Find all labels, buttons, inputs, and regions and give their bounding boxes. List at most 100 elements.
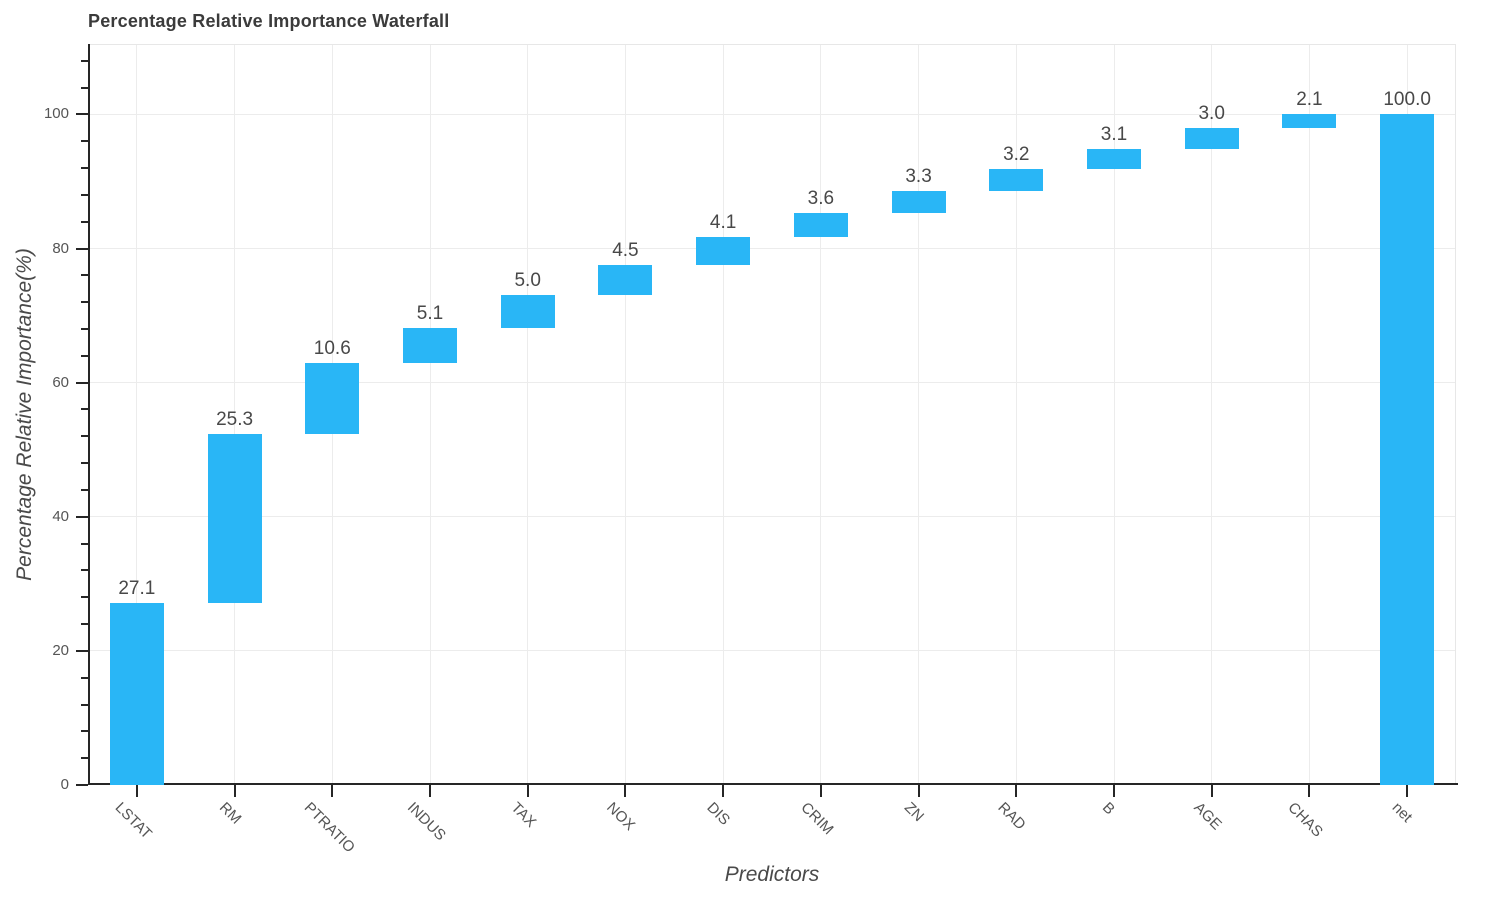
y-axis-minor-tick	[81, 676, 88, 679]
y-axis-tick-label: 100	[43, 105, 69, 123]
gridline-vertical	[234, 44, 236, 785]
y-axis-minor-tick	[81, 408, 88, 411]
x-axis-title: Predictors	[724, 863, 820, 886]
x-axis-tick-label: RM	[215, 799, 245, 828]
x-axis-tick	[1015, 785, 1018, 797]
gridline-horizontal	[88, 248, 1456, 250]
y-axis-major-tick	[76, 113, 88, 116]
bar-value-label: 4.5	[612, 239, 639, 261]
y-axis-minor-tick	[81, 596, 88, 599]
waterfall-bar	[403, 328, 457, 363]
x-axis-tick	[624, 785, 627, 797]
gridline-vertical	[722, 44, 724, 785]
y-axis-minor-tick	[81, 703, 88, 706]
waterfall-bar	[1282, 114, 1337, 129]
y-axis-minor-tick	[81, 623, 88, 626]
gridline-vertical	[1211, 44, 1213, 785]
x-axis-tick	[819, 785, 822, 797]
y-axis-minor-tick	[81, 167, 88, 170]
y-axis-minor-tick	[81, 569, 88, 572]
waterfall-bar	[793, 212, 848, 238]
y-axis-minor-tick	[81, 730, 88, 733]
y-axis-line	[88, 44, 90, 785]
waterfall-bar	[891, 190, 946, 213]
gridline-horizontal	[88, 516, 1456, 518]
x-axis-tick	[1406, 785, 1409, 797]
x-axis-tick-label: DIS	[703, 799, 734, 829]
gridline-vertical	[429, 44, 431, 785]
gridline-vertical	[1015, 44, 1017, 785]
x-axis-tick-label: AGE	[1190, 799, 1225, 834]
y-axis-major-tick	[76, 247, 88, 250]
waterfall-bar	[989, 169, 1044, 191]
y-axis-minor-tick	[81, 220, 88, 223]
x-axis-tick-label: ZN	[900, 799, 927, 826]
y-axis-minor-tick	[81, 354, 88, 357]
x-axis-tick	[1308, 785, 1311, 797]
bar-value-label: 3.1	[1100, 123, 1128, 145]
x-axis-tick-label: net	[1388, 799, 1416, 826]
bar-value-label: 27.1	[118, 578, 156, 600]
y-axis-minor-tick	[81, 86, 88, 89]
x-axis-tick	[135, 785, 138, 797]
bar-value-label: 4.1	[709, 212, 737, 234]
y-axis-major-tick	[76, 784, 88, 786]
y-axis-tick-label: 60	[52, 373, 69, 391]
waterfall-bar	[1380, 114, 1435, 785]
x-axis-tick	[526, 785, 529, 797]
waterfall-bar	[1184, 128, 1239, 149]
waterfall-bar	[598, 264, 653, 295]
x-axis-tick-label: B	[1098, 799, 1119, 819]
plot-area: 0 20 40 60 80 100 LSTAT RM PTRATIO INDUS TAX NOX DIS…	[44, 44, 1458, 856]
bar-value-label: 3.2	[1003, 144, 1030, 166]
waterfall-bar	[1087, 148, 1141, 170]
y-axis-tick-label: 40	[52, 507, 69, 525]
x-axis-tick-label: RAD	[994, 799, 1030, 834]
y-axis-tick-label: 80	[52, 239, 69, 257]
y-axis-minor-tick	[81, 757, 88, 760]
x-axis-tick-label: CHAS	[1284, 799, 1327, 841]
gridline-vertical	[1308, 44, 1310, 785]
x-axis-tick	[233, 785, 236, 797]
plot-right-spine	[1455, 44, 1456, 785]
y-axis-minor-tick	[81, 435, 88, 438]
y-axis-tick-label: 0	[60, 776, 69, 793]
bar-value-label: 3.3	[905, 165, 932, 187]
bar-value-label: 25.3	[216, 408, 254, 430]
bar-value-label: 5.1	[416, 303, 444, 325]
bar-value-label: 3.0	[1198, 103, 1225, 125]
gridline-vertical	[624, 44, 626, 785]
bar-value-label: 100.0	[1383, 89, 1431, 111]
gridline-vertical	[918, 44, 920, 785]
x-axis-tick	[722, 785, 725, 797]
waterfall-bar	[207, 433, 262, 604]
bar-value-label: 3.6	[807, 187, 835, 209]
gridline-vertical	[136, 44, 138, 785]
gridline-vertical	[527, 44, 529, 785]
y-axis-major-tick	[76, 649, 88, 652]
y-axis-minor-tick	[81, 59, 88, 62]
y-axis-minor-tick	[81, 488, 88, 491]
gridline-horizontal	[88, 650, 1456, 652]
y-axis-minor-tick	[81, 301, 88, 304]
y-axis-minor-tick	[81, 542, 88, 545]
x-axis-tick	[1210, 785, 1213, 797]
bar-value-label: 10.6	[313, 337, 351, 359]
bar-value-label: 2.1	[1296, 89, 1323, 111]
x-axis-tick	[1113, 785, 1115, 797]
x-axis-line	[88, 783, 1458, 785]
y-axis-major-tick	[76, 381, 88, 384]
x-axis-tick-label: LSTAT	[111, 799, 155, 843]
y-axis-minor-tick	[81, 328, 88, 330]
y-axis-title: Percentage Relative Importance(%)	[13, 248, 36, 581]
gridline-horizontal	[88, 113, 1456, 115]
plot-top-spine	[88, 44, 1456, 45]
waterfall-bar	[696, 237, 751, 265]
waterfall-bar	[305, 362, 360, 434]
x-axis-tick	[917, 785, 920, 797]
y-axis-major-tick	[76, 515, 88, 518]
gridline-horizontal	[88, 382, 1456, 384]
y-axis-tick-label: 20	[52, 641, 69, 659]
y-axis-minor-tick	[81, 193, 88, 196]
